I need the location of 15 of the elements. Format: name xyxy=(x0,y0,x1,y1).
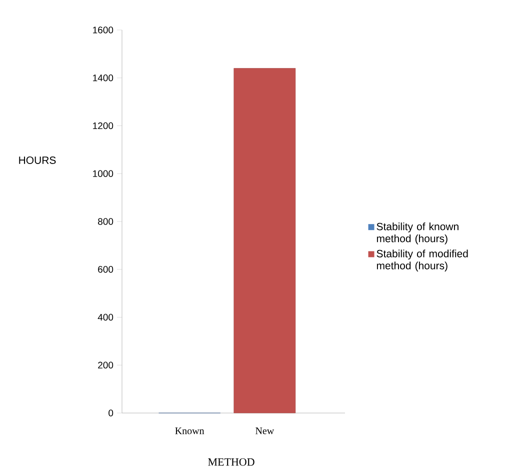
y-tick-label: 1400 xyxy=(93,74,114,82)
x-tick-label: Known xyxy=(175,428,204,434)
y-tick-label: 800 xyxy=(98,218,114,225)
y-tick-label: 1000 xyxy=(93,170,114,177)
y-tick-label: 1600 xyxy=(93,26,114,34)
y-tick-label: 0 xyxy=(108,410,114,416)
legend-label: Stability of known method (hours) xyxy=(376,222,458,244)
x-axis-title: METHOD xyxy=(208,458,254,466)
y-tick-label: 400 xyxy=(98,314,114,321)
legend-label: Stability of modified method (hours) xyxy=(376,250,468,272)
y-tick-label: 1200 xyxy=(93,122,114,130)
y-tick-label: 600 xyxy=(98,266,114,273)
x-tick-label: New xyxy=(256,428,274,434)
y-tick-label: 200 xyxy=(98,362,114,368)
y-axis-title: HOURS xyxy=(19,156,56,164)
